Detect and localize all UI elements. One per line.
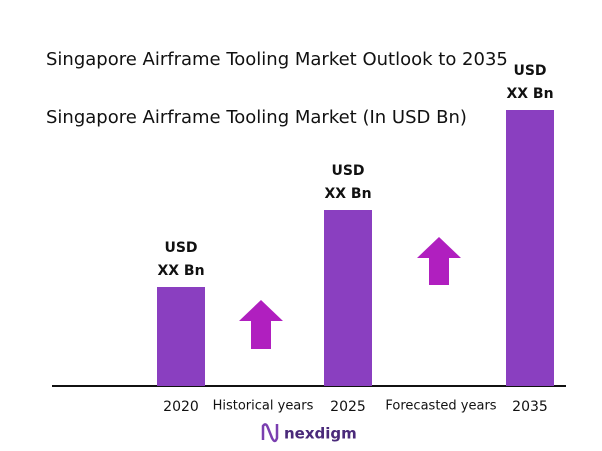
bar (506, 110, 554, 386)
logo-icon (261, 423, 279, 443)
bar-label: XX Bn (324, 186, 371, 202)
period-label: Historical years (213, 399, 314, 414)
bar-label: USD (513, 63, 546, 79)
arrow (417, 237, 461, 285)
bar (157, 287, 205, 386)
bar-label: XX Bn (157, 263, 204, 279)
chart-title: Singapore Airframe Tooling Market Outloo… (46, 49, 508, 70)
bar-label: XX Bn (506, 86, 553, 102)
chart-subtitle: Singapore Airframe Tooling Market (In US… (46, 107, 467, 128)
period-label: Forecasted years (385, 399, 496, 414)
x-tick-label: 2025 (330, 399, 366, 415)
logo: nexdigm (284, 425, 357, 443)
arrow (239, 300, 283, 349)
bar-label: USD (331, 163, 364, 179)
x-tick-label: 2035 (512, 399, 548, 415)
bar (324, 210, 372, 386)
x-tick-label: 2020 (163, 399, 199, 415)
bar-label: USD (164, 240, 197, 256)
